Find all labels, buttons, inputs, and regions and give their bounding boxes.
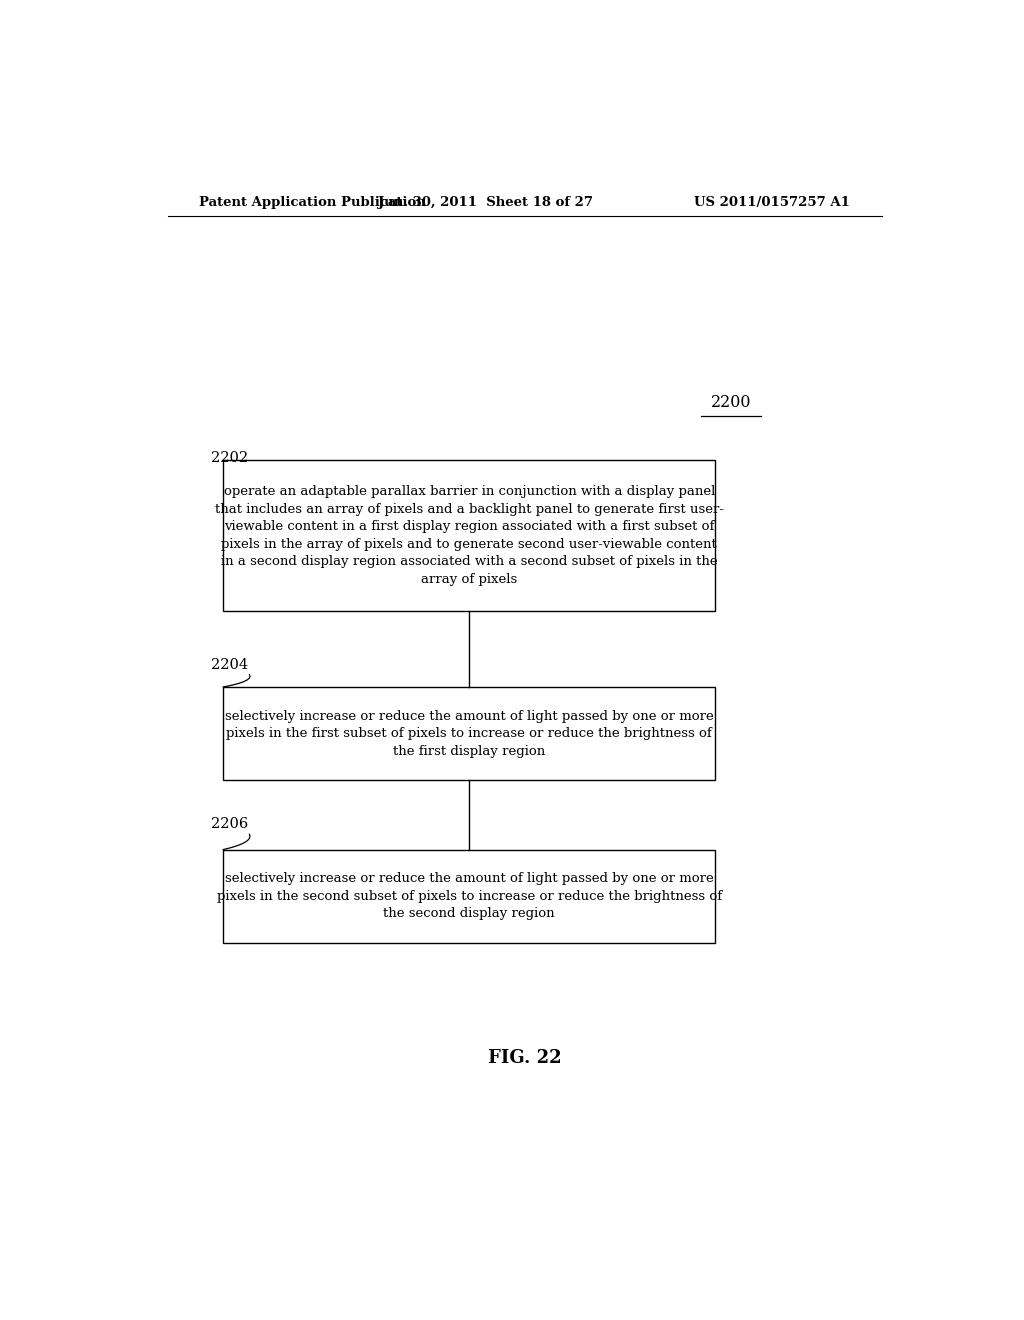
- Text: 2206: 2206: [211, 817, 249, 832]
- FancyBboxPatch shape: [223, 461, 715, 611]
- Text: operate an adaptable parallax barrier in conjunction with a display panel
that i: operate an adaptable parallax barrier in…: [215, 486, 724, 586]
- Text: 2202: 2202: [211, 451, 249, 465]
- Text: Patent Application Publication: Patent Application Publication: [200, 195, 426, 209]
- Text: 2204: 2204: [211, 657, 249, 672]
- FancyBboxPatch shape: [223, 686, 715, 780]
- Text: selectively increase or reduce the amount of light passed by one or more
pixels : selectively increase or reduce the amoun…: [217, 873, 722, 920]
- Text: US 2011/0157257 A1: US 2011/0157257 A1: [694, 195, 850, 209]
- Text: selectively increase or reduce the amount of light passed by one or more
pixels : selectively increase or reduce the amoun…: [225, 710, 714, 758]
- Text: 2200: 2200: [711, 393, 752, 411]
- Text: Jun. 30, 2011  Sheet 18 of 27: Jun. 30, 2011 Sheet 18 of 27: [378, 195, 593, 209]
- FancyBboxPatch shape: [223, 850, 715, 942]
- Text: FIG. 22: FIG. 22: [488, 1049, 561, 1067]
